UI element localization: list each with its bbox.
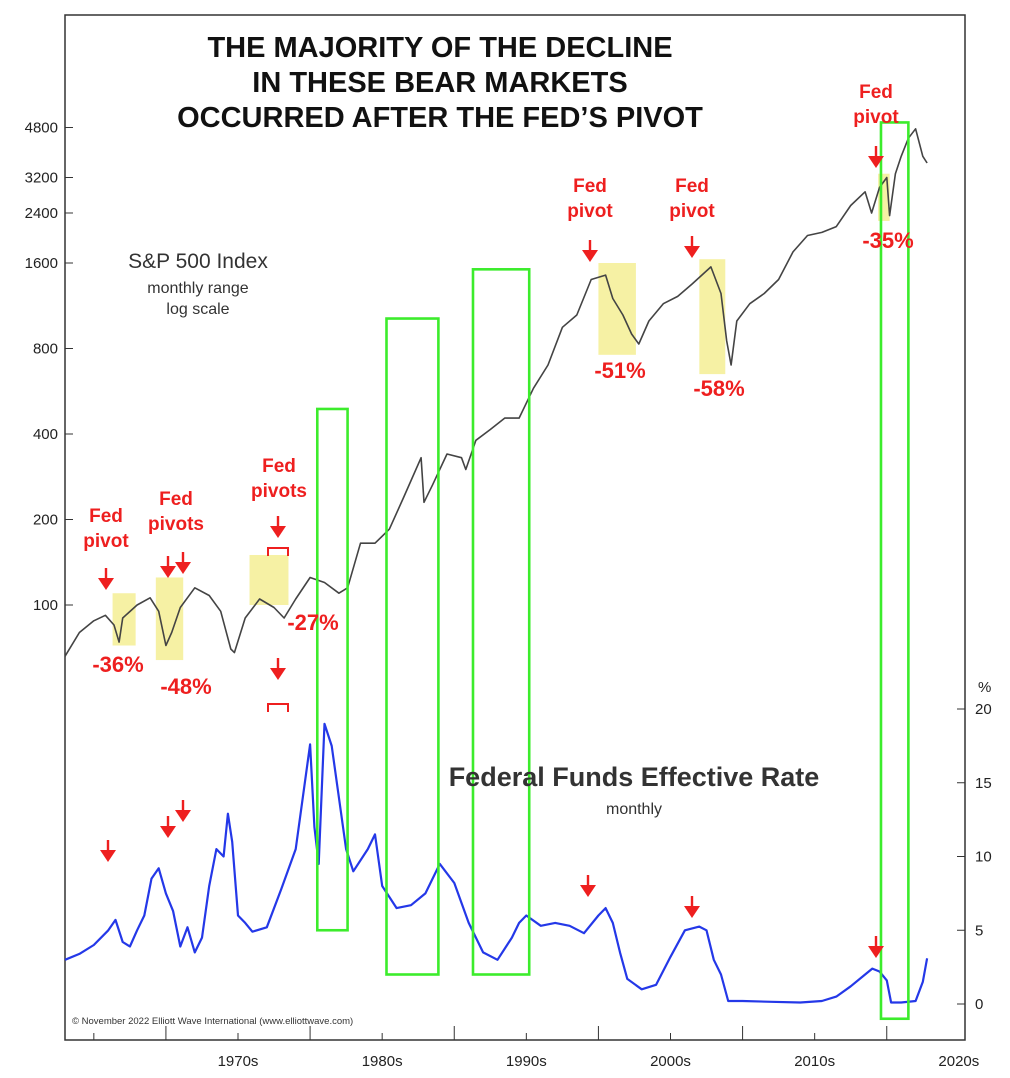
series-layer — [64, 128, 929, 1004]
ff-y-tick-label: 5 — [975, 922, 983, 939]
x-tick-label: 1970s — [218, 1053, 259, 1070]
credit-text: © November 2022 Elliott Wave Internation… — [72, 1016, 353, 1027]
fed-pivot-label: Fed — [573, 176, 607, 197]
box-layer — [315, 121, 910, 1021]
x-tick-label: 1990s — [506, 1053, 547, 1070]
pivot-bracket — [267, 547, 289, 556]
sp500-subtitle: monthly range — [147, 280, 248, 297]
rally-box — [315, 407, 349, 932]
fed-pivot-label: Fed — [89, 506, 123, 527]
fed-pivot-label: pivots — [148, 514, 204, 535]
ff-pivot-bracket — [267, 703, 289, 712]
pivot-arrow-head — [270, 526, 286, 538]
bear-market-highlight — [249, 554, 289, 605]
pivot-arrow-head — [175, 562, 191, 574]
decline-label: -58% — [693, 376, 744, 401]
ff-pivot-arrow-head — [175, 810, 191, 822]
sp-y-tick-label: 800 — [33, 341, 58, 358]
decline-label: -51% — [594, 358, 645, 383]
ff-y-tick-label: 0 — [975, 996, 983, 1013]
highlight-layer — [112, 173, 890, 661]
fed-funds-series-line — [64, 722, 929, 1004]
ff-pivot-arrow-head — [868, 946, 884, 958]
fed-pivot-label: Fed — [859, 82, 893, 103]
x-tick-label: 2010s — [794, 1053, 835, 1070]
fed-pivot-label: pivot — [83, 531, 129, 552]
fed-funds-title: Federal Funds Effective Rate — [449, 762, 820, 792]
decline-label: -27% — [287, 610, 338, 635]
sp-y-tick-label: 400 — [33, 426, 58, 443]
fed-funds-subtitle: monthly — [606, 801, 662, 818]
sp-y-tick-label: 4800 — [25, 119, 58, 136]
fed-pivot-label: pivot — [669, 201, 715, 222]
sp500-subtitle: log scale — [166, 301, 229, 318]
pivot-arrow-head — [160, 566, 176, 578]
decline-label: -36% — [92, 652, 143, 677]
ff-y-tick-label: 15 — [975, 775, 992, 792]
ff-pivot-arrow-head — [580, 885, 596, 897]
x-tick-label: 2020s — [938, 1053, 979, 1070]
pivot-arrow-head — [582, 250, 598, 262]
x-tick-label: 2000s — [650, 1053, 691, 1070]
sp500-series-line — [64, 128, 928, 657]
chart-title-line: THE MAJORITY OF THE DECLINE — [207, 32, 672, 64]
fed-pivot-label: pivot — [567, 201, 613, 222]
ff-pivot-arrow-head — [160, 826, 176, 838]
sp500-series-label: S&P 500 Index — [128, 250, 268, 273]
annotation-layer: Fed pivot -36% Fed pivots -48% Fed pivots -27% Fe… — [83, 82, 914, 958]
decline-label: -35% — [862, 228, 913, 253]
ff-pivot-arrow-head — [100, 850, 116, 862]
pivot-arrow-head — [684, 246, 700, 258]
bear-market-highlight — [699, 259, 726, 375]
sp-y-tick-label: 100 — [33, 597, 58, 614]
sp-y-tick-label: 3200 — [25, 170, 58, 187]
x-tick-label: 1980s — [362, 1053, 403, 1070]
sp-y-tick-label: 1600 — [25, 255, 58, 272]
fed-pivot-label: Fed — [675, 176, 709, 197]
chart-title-line: IN THESE BEAR MARKETS — [252, 67, 627, 99]
pivot-arrow-head — [98, 578, 114, 590]
fed-pivot-label: pivots — [251, 481, 307, 502]
bear-market-highlight — [112, 593, 136, 646]
ff-unit-label: % — [978, 679, 991, 696]
rally-box — [879, 121, 910, 1021]
chart-title-line: OCCURRED AFTER THE FED’S PIVOT — [177, 102, 703, 134]
fed-pivot-label: Fed — [262, 456, 296, 477]
sp-y-tick-label: 2400 — [25, 205, 58, 222]
sp-y-tick-label: 200 — [33, 512, 58, 529]
ff-pivot-arrow-head — [684, 906, 700, 918]
ff-y-tick-label: 20 — [975, 701, 992, 718]
ff-y-tick-label: 10 — [975, 849, 992, 866]
axes-layer: 100 200 400 800 1600 2400 3200 4800 0 5 10 15 20% 197… — [25, 14, 992, 1070]
ff-pivot-arrow-head — [270, 668, 286, 680]
bear-market-highlight — [878, 173, 890, 221]
pivot-arrow-head — [868, 156, 884, 168]
rally-box — [471, 268, 531, 976]
rally-box — [385, 317, 440, 976]
decline-label: -48% — [160, 674, 211, 699]
fed-pivot-label: pivot — [853, 107, 899, 128]
fed-pivot-label: Fed — [159, 489, 193, 510]
bear-market-highlight — [598, 263, 636, 355]
plot-frame — [64, 14, 966, 1041]
